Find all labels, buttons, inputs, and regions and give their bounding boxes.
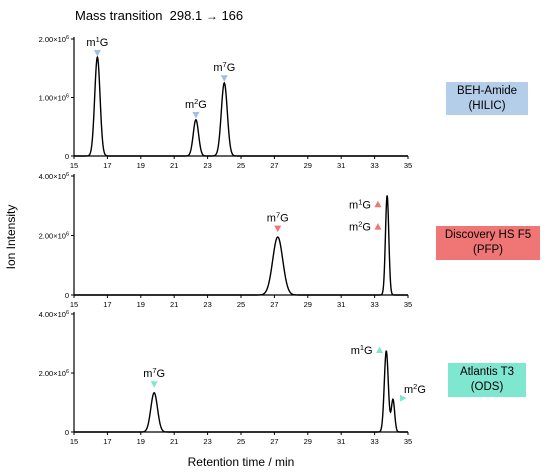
column-mode: (PFP): [472, 244, 504, 256]
x-tick-label: 25: [237, 300, 245, 309]
column-label-box: [436, 226, 540, 260]
x-tick-label: 29: [304, 437, 312, 446]
peak-label: m2G: [349, 220, 371, 234]
x-tick-label: 33: [370, 161, 378, 170]
peak-marker-icon: [374, 200, 382, 208]
y-tick-label: 1.00×106: [39, 94, 69, 103]
peak-label: m1G: [349, 197, 371, 211]
peak-label: m7G: [213, 60, 235, 74]
peak-label: m7G: [267, 211, 289, 225]
column-name: Atlantis T3: [459, 366, 515, 378]
chromatogram-panel-1: 0 1.00×106 2.00×106 15 17 19 21 23 25 27 29 31 33 35 m…: [39, 35, 528, 170]
x-tick-label: 21: [170, 300, 178, 309]
chromatogram-trace: [74, 350, 408, 433]
y-tick-label: 2.00×106: [39, 369, 69, 378]
column-label-discovery-hs-f5: Discovery HS F5 (PFP): [436, 226, 540, 260]
x-tick-label: 33: [370, 437, 378, 446]
y-axis-label: Ion Intensity: [4, 205, 18, 270]
y-tick-label: 2.00×106: [39, 232, 69, 241]
x-tick-label: 33: [370, 300, 378, 309]
chromatogram-panel-2: 0 2.00×106 4.00×106 15 17 19 21 23 25 27 29 31 33 35 m…: [39, 172, 540, 309]
x-tick-label: 19: [137, 300, 145, 309]
chromatogram-panel-3: 0 2.00×106 4.00×106 15 17 19 21 23 25 27 29 31 33 35 m…: [39, 310, 526, 446]
x-tick-label: 31: [337, 161, 345, 170]
x-tick-label: 23: [203, 161, 211, 170]
y-tick-label: 4.00×106: [39, 172, 69, 181]
y-tick-label: 4.00×106: [39, 310, 69, 319]
peak-label: m2G: [185, 97, 207, 111]
x-tick-label: 27: [270, 300, 278, 309]
column-label-box: [448, 363, 526, 397]
x-tick-label: 21: [170, 161, 178, 170]
chromatogram-trace: [74, 195, 408, 296]
title-precursor: 298.1: [169, 8, 203, 23]
title-product: 166: [221, 8, 244, 23]
peak-marker-icon: [374, 223, 382, 230]
x-tick-label: 19: [137, 437, 145, 446]
peak-marker-icon: [192, 112, 200, 119]
y-tick-label: 2.00×106: [39, 35, 69, 44]
x-tick-label: 15: [70, 300, 78, 309]
x-tick-label: 27: [270, 437, 278, 446]
x-tick-label: 23: [203, 300, 211, 309]
peak-marker-icon: [150, 381, 158, 388]
x-tick-label: 27: [270, 161, 278, 170]
column-mode: (ODS): [470, 381, 504, 393]
chromatogram-trace: [74, 55, 408, 157]
peak-label: m7G: [143, 366, 165, 380]
x-tick-label: 19: [137, 161, 145, 170]
y-tick-label: 0: [65, 291, 69, 300]
x-tick-label: 29: [304, 300, 312, 309]
x-tick-label: 15: [70, 437, 78, 446]
x-tick-label: 15: [70, 161, 78, 170]
column-label-beh-amide: BEH-Amide (HILIC): [446, 82, 528, 115]
column-label-atlantis-t3: Atlantis T3 (ODS): [448, 363, 526, 397]
chart-title: Mass transition 298.1 → 166: [75, 8, 243, 23]
x-tick-label: 25: [237, 161, 245, 170]
x-axis-label: Retention time / min: [188, 455, 295, 469]
title-label: Mass transition: [75, 8, 163, 23]
column-mode: (HILIC): [468, 99, 506, 112]
x-tick-label: 31: [337, 437, 345, 446]
peak-label: m1G: [86, 35, 108, 49]
peak-label: m2G: [404, 382, 426, 396]
peak-marker-icon: [274, 225, 282, 233]
x-tick-label: 25: [237, 437, 245, 446]
peak-marker-icon: [399, 394, 407, 402]
column-name: BEH-Amide: [456, 84, 518, 97]
x-tick-label: 21: [170, 437, 178, 446]
y-tick-label: 0: [65, 428, 69, 437]
peak-marker-icon: [220, 75, 228, 82]
x-tick-label: 17: [103, 300, 111, 309]
peak-marker-icon: [376, 346, 384, 353]
x-tick-label: 17: [103, 161, 111, 170]
x-tick-label: 35: [404, 437, 412, 446]
x-tick-label: 35: [404, 300, 412, 309]
x-tick-label: 31: [337, 300, 345, 309]
y-tick-label: 0: [65, 152, 69, 161]
x-tick-label: 29: [304, 161, 312, 170]
peak-label: m1G: [351, 343, 373, 357]
peak-marker-icon: [93, 50, 101, 57]
column-label-box: [446, 82, 528, 115]
x-tick-label: 23: [203, 437, 211, 446]
x-tick-label: 35: [404, 161, 412, 170]
arrow-icon: →: [205, 9, 218, 23]
column-name: Discovery HS F5: [444, 229, 532, 241]
x-tick-label: 17: [103, 437, 111, 446]
